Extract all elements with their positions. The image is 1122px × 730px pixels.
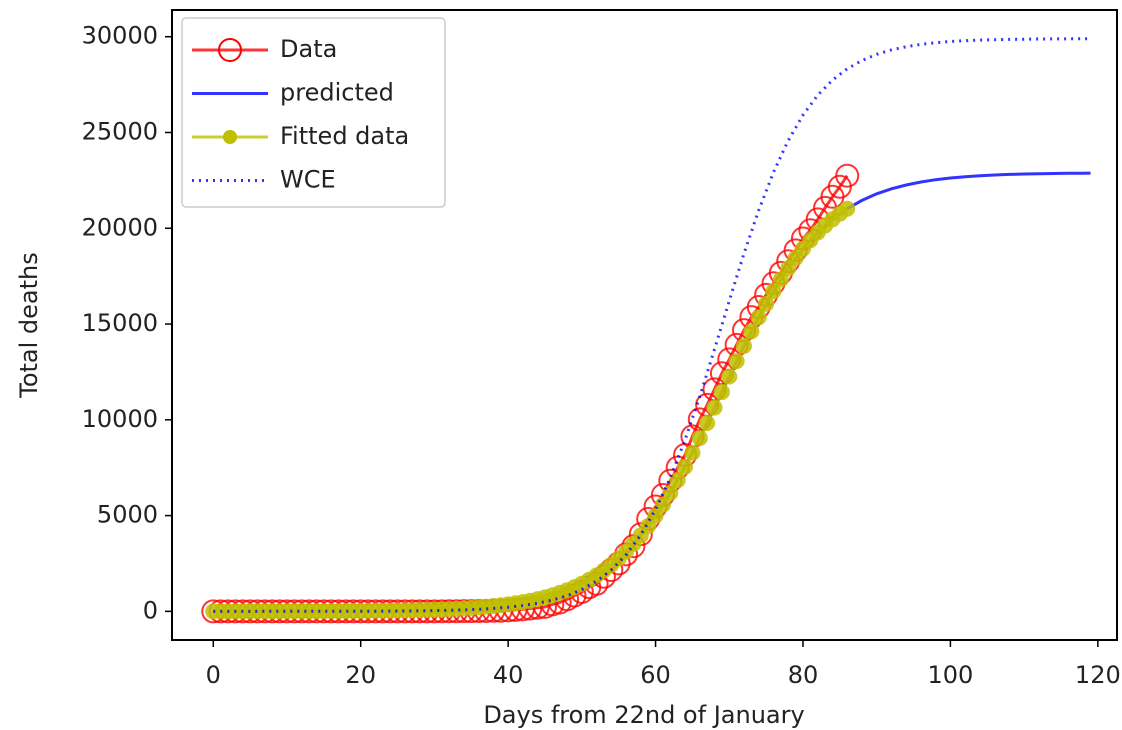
- data-marker: [839, 200, 856, 217]
- data-marker: [721, 368, 738, 385]
- y-tick-label: 30000: [82, 22, 158, 50]
- y-tick-label: 25000: [82, 117, 158, 145]
- data-marker: [669, 472, 686, 489]
- data-marker: [743, 323, 760, 340]
- data-marker: [684, 444, 701, 461]
- legend-label: predicted: [280, 79, 394, 107]
- x-tick-label: 40: [493, 661, 524, 689]
- legend-marker: [218, 38, 242, 62]
- y-tick-label: 15000: [82, 309, 158, 337]
- x-axis-label: Days from 22nd of January: [483, 701, 804, 729]
- x-tick-label: 0: [206, 661, 221, 689]
- data-marker: [677, 458, 694, 475]
- data-marker: [691, 430, 708, 447]
- data-marker: [758, 295, 775, 312]
- y-tick-label: 0: [143, 596, 158, 624]
- y-axis-label: Total deaths: [15, 252, 43, 399]
- data-marker: [699, 414, 716, 431]
- x-tick-label: 100: [928, 661, 974, 689]
- data-marker: [765, 283, 782, 300]
- x-tick-label: 80: [788, 661, 819, 689]
- data-marker: [750, 309, 767, 326]
- legend-marker: [223, 130, 237, 144]
- data-marker: [706, 399, 723, 416]
- x-tick-label: 60: [640, 661, 671, 689]
- plot-area: [201, 37, 1091, 624]
- data-marker: [835, 163, 860, 188]
- data-marker: [728, 353, 745, 370]
- legend-box: [181, 17, 446, 208]
- legend-label: Fitted data: [280, 122, 409, 150]
- legend-label: Data: [280, 35, 337, 63]
- series-line: [213, 37, 1091, 613]
- plot-frame: [171, 9, 1118, 641]
- x-tick-label: 20: [345, 661, 376, 689]
- legend: Data predicted Fitted data WCE: [181, 17, 446, 208]
- series-line: [213, 174, 849, 613]
- y-tick-label: 10000: [82, 405, 158, 433]
- data-marker: [736, 338, 753, 355]
- data-marker: [713, 384, 730, 401]
- series-line: [213, 207, 849, 613]
- legend-label: WCE: [280, 166, 336, 194]
- x-tick-label: 120: [1075, 661, 1121, 689]
- series-line: [213, 171, 1091, 613]
- y-tick-label: 5000: [97, 501, 158, 529]
- y-tick-label: 20000: [82, 213, 158, 241]
